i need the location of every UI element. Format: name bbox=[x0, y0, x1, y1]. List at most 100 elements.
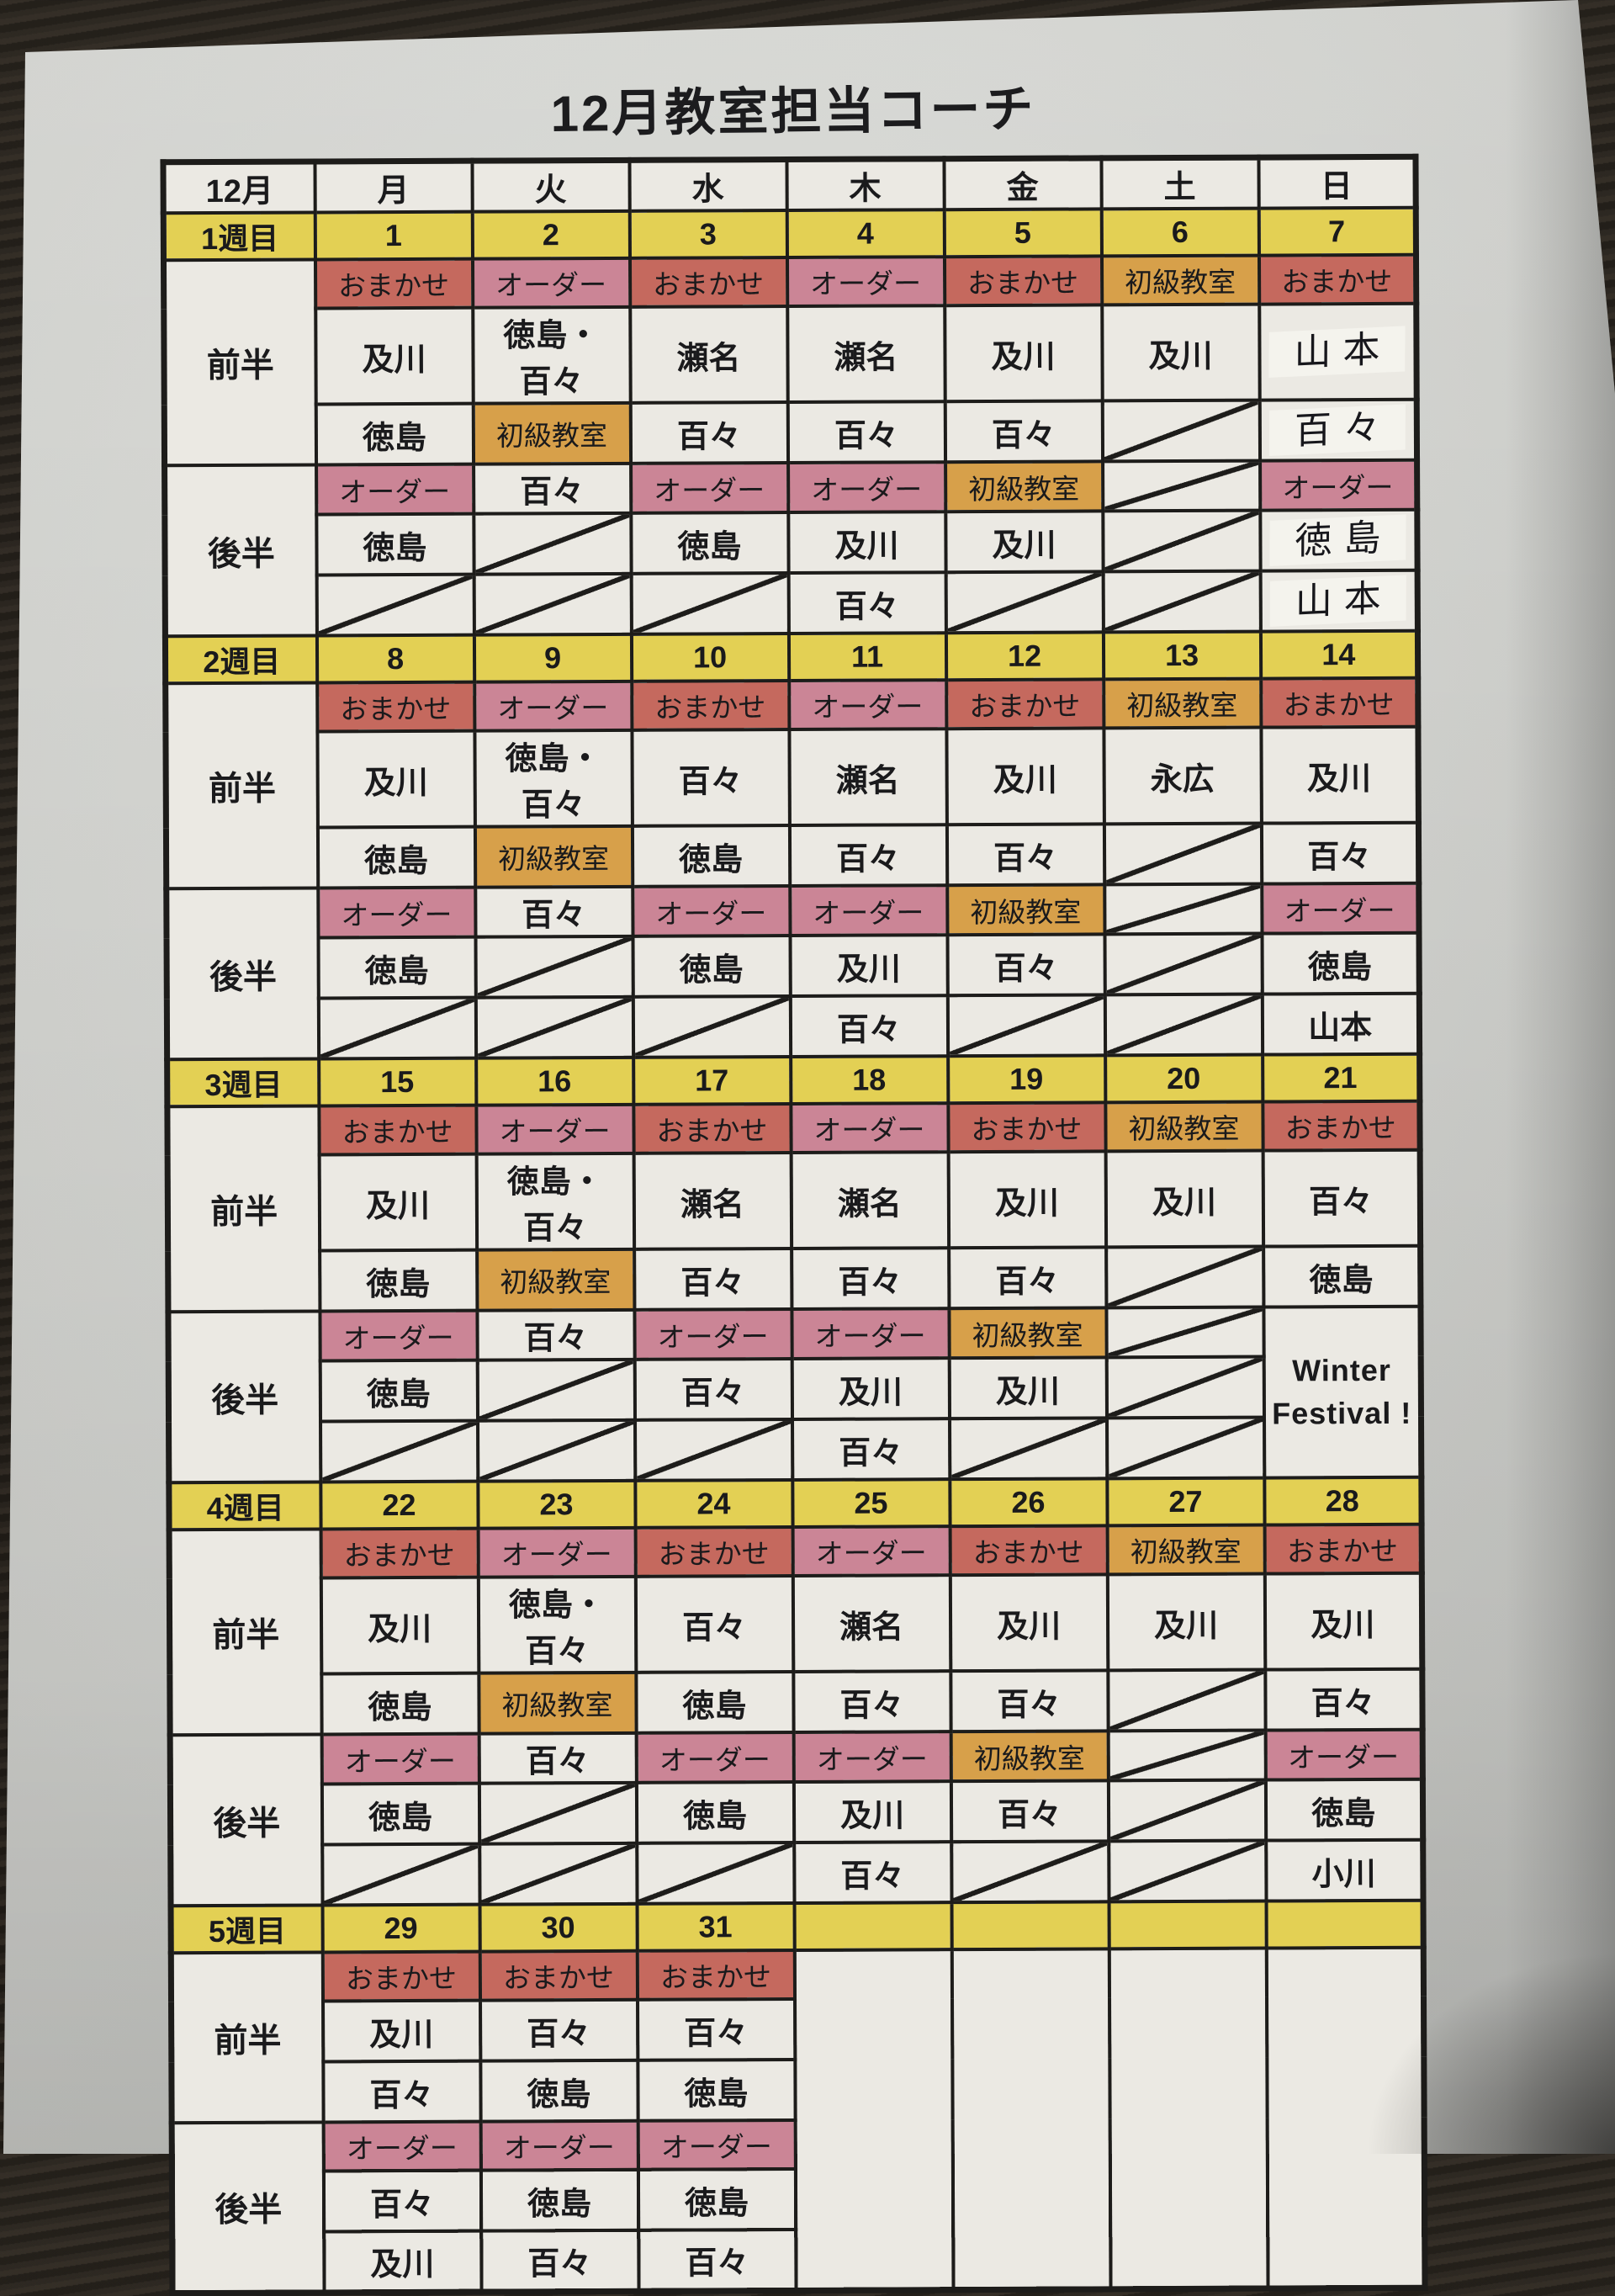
assignment-type-row: 前半 おまかせ オーダー おまかせ オーダー おまかせ 初級教室 おまかせ bbox=[163, 254, 1416, 466]
coach-name-cell: 百々 bbox=[946, 824, 1104, 886]
empty-cell bbox=[951, 1949, 1111, 2290]
date-cell: 2 bbox=[472, 210, 630, 259]
coach-name-cell: 徳島 bbox=[319, 1249, 477, 1312]
assignment-omakase-cell: おまかせ bbox=[944, 256, 1102, 306]
assignment-type-row: 後半 オーダー 百々 オーダー オーダー 初級教室 オーダー bbox=[170, 1729, 1423, 1906]
assignment-order-cell: オーダー bbox=[323, 2121, 481, 2171]
coach-name-cell: 百々 bbox=[945, 400, 1103, 463]
assignment-omakase-cell: おまかせ bbox=[629, 257, 787, 307]
assignment-omakase-cell: おまかせ bbox=[631, 681, 789, 730]
coach-name-cell: 及川 bbox=[945, 728, 1104, 825]
coach-name-cell: 百々 bbox=[1261, 822, 1419, 884]
assignment-order-cell: オーダー bbox=[315, 464, 474, 515]
coach-name-cell: 百々 bbox=[476, 1309, 635, 1360]
coach-name-cell: 及川 bbox=[323, 2230, 482, 2293]
assignment-omakase-cell: おまかせ bbox=[1264, 1524, 1422, 1574]
coach-name-row: 徳島 初級教室 徳島 百々 百々 百々 bbox=[170, 1668, 1423, 1735]
week-date-row: 2週目 8 9 10 11 12 13 14 bbox=[165, 630, 1418, 684]
date-cell: 11 bbox=[788, 633, 946, 681]
coach-name-cell: 百々 bbox=[638, 2230, 797, 2291]
assignment-order-cell: オーダー bbox=[321, 1733, 479, 1784]
date-cell: 3 bbox=[629, 210, 787, 258]
assignment-order-cell: オーダー bbox=[791, 1308, 950, 1360]
empty-cell bbox=[1109, 1948, 1268, 2289]
coach-name-cell: 百々 bbox=[792, 1671, 951, 1733]
day-header-cell: 月 bbox=[314, 161, 473, 213]
crossed-out-cell bbox=[477, 1419, 635, 1482]
assignment-omakase-cell: おまかせ bbox=[315, 258, 473, 309]
crossed-out-cell bbox=[949, 1418, 1107, 1480]
crossed-out-cell bbox=[320, 1420, 478, 1482]
week-label: 4週目 bbox=[168, 1482, 321, 1530]
date-cell: 1 bbox=[315, 211, 473, 260]
assignment-order-cell: オーダー bbox=[1259, 459, 1417, 511]
crossed-out-cell bbox=[1102, 400, 1260, 462]
coach-name-cell: 及川 bbox=[1264, 1572, 1422, 1670]
assignment-omakase-cell: おまかせ bbox=[1262, 1100, 1421, 1151]
coach-name-cell: 徳島・百々 bbox=[472, 306, 631, 404]
coach-name-cell: 徳島 bbox=[638, 2169, 796, 2230]
assignment-omakase-cell: おまかせ bbox=[947, 1102, 1106, 1153]
day-header-cell: 水 bbox=[628, 159, 787, 211]
week-label: 2週目 bbox=[165, 635, 317, 684]
assignment-type-row: 後半 オーダー 百々 オーダー オーダー 初級教室 オーダー bbox=[164, 459, 1417, 637]
coach-name-cell: 百々 bbox=[789, 825, 947, 887]
crossed-out-cell bbox=[1103, 570, 1261, 633]
assignment-order-cell: オーダー bbox=[480, 2120, 638, 2171]
assignment-beginner-class-cell: 初級教室 bbox=[1107, 1524, 1265, 1575]
coach-name-cell: 百々 bbox=[479, 1999, 638, 2061]
half-label-first: 前半 bbox=[169, 1529, 322, 1736]
assignment-beginner-class-cell: 初級教室 bbox=[946, 884, 1104, 936]
coach-name-cell: 小川 bbox=[1265, 1839, 1424, 1901]
page-title: 12月教室担当コーチ bbox=[550, 80, 1036, 143]
coach-name-cell: 瀬名 bbox=[786, 305, 945, 403]
date-cell: 25 bbox=[792, 1479, 950, 1528]
assignment-order-cell: オーダー bbox=[789, 885, 947, 936]
coach-name-cell: 百々 bbox=[633, 1249, 792, 1310]
day-header-cell: 日 bbox=[1258, 156, 1416, 209]
half-label-first: 前半 bbox=[171, 1952, 324, 2124]
date-cell: 31 bbox=[637, 1903, 795, 1951]
crossed-out-cell bbox=[475, 936, 633, 998]
coach-name-cell: 百々 bbox=[1263, 1149, 1421, 1247]
crossed-out-cell bbox=[1104, 823, 1262, 885]
week-label: 1週目 bbox=[163, 212, 315, 261]
coach-name-cell: 百々 bbox=[790, 995, 948, 1058]
date-cell: 16 bbox=[475, 1057, 633, 1106]
assignment-omakase-cell: おまかせ bbox=[633, 1104, 792, 1153]
date-cell: 29 bbox=[322, 1904, 480, 1953]
coach-name-row: 及川 徳島・百々 瀬名 瀬名 及川 及川 百々 bbox=[167, 1149, 1421, 1251]
half-label-second: 後半 bbox=[167, 1311, 320, 1483]
date-cell: 17 bbox=[633, 1057, 791, 1105]
coach-name-row: 徳島 百々 及川 及川 bbox=[168, 1356, 1421, 1422]
date-cell bbox=[794, 1902, 952, 1951]
crossed-out-cell bbox=[475, 996, 633, 1058]
coach-name-cell: 及川 bbox=[949, 1357, 1107, 1419]
coach-name-cell: 及川 bbox=[948, 1151, 1106, 1249]
crossed-out-cell bbox=[1106, 1356, 1264, 1418]
crossed-out-cell bbox=[479, 1782, 637, 1844]
crossed-out-cell bbox=[474, 573, 632, 635]
coach-name-cell: 百々 bbox=[950, 1780, 1109, 1843]
coach-name-cell: 徳島・百々 bbox=[474, 729, 633, 827]
correction-tape: 徳島 bbox=[1269, 514, 1406, 567]
week-date-row: 4週目 22 23 24 25 26 27 28 bbox=[168, 1477, 1422, 1530]
date-cell: 15 bbox=[318, 1058, 476, 1106]
week-date-row: 1週目 1 2 3 4 5 6 7 bbox=[163, 207, 1416, 261]
date-cell: 22 bbox=[320, 1481, 479, 1530]
assignment-beginner-class-cell: 初級教室 bbox=[1103, 678, 1261, 729]
coach-name-cell: 徳島・百々 bbox=[478, 1576, 636, 1673]
assignment-order-cell: オーダー bbox=[636, 1732, 794, 1783]
coach-name-cell: 百々 bbox=[480, 2230, 639, 2292]
coach-name-cell: 徳島 bbox=[630, 512, 789, 574]
coach-name-cell: 瀬名 bbox=[788, 729, 947, 826]
coach-name-row: 徳島 徳島 及川 百々 徳島 bbox=[170, 1779, 1423, 1845]
assignment-beginner-class-cell: 初級教室 bbox=[948, 1307, 1107, 1359]
crossed-out-cell bbox=[1105, 1307, 1264, 1358]
coach-name-cell: 百々 bbox=[630, 402, 788, 464]
empty-cell bbox=[1266, 1947, 1426, 2288]
coach-name-cell: 及川 bbox=[944, 305, 1103, 402]
date-cell: 18 bbox=[790, 1056, 948, 1105]
crossed-out-cell bbox=[1104, 883, 1262, 935]
coach-name-cell: 百々 bbox=[634, 1359, 792, 1420]
